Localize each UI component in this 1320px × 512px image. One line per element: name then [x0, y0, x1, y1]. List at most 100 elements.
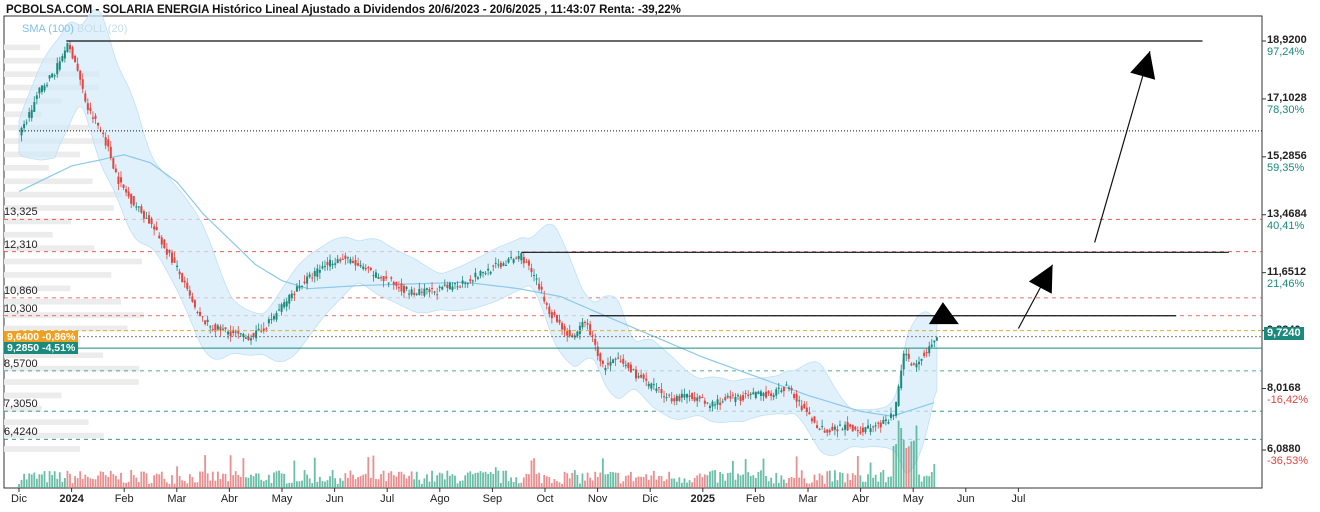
volume-bar: [556, 481, 558, 488]
volume-bar: [573, 470, 576, 488]
volume-bar: [459, 480, 461, 488]
volume-bar: [127, 481, 130, 488]
volume-bar: [622, 481, 625, 488]
candles: [20, 40, 938, 438]
volume-bar: [505, 470, 507, 488]
volume-bar: [548, 477, 551, 488]
candle-body: [872, 426, 875, 428]
volume-bar: [104, 475, 107, 488]
profile-bar: [4, 191, 123, 198]
volume-bar: [489, 471, 492, 488]
candle-body: [352, 261, 355, 263]
volume-bar: [663, 481, 665, 488]
candle-body: [372, 275, 375, 277]
volume-bar: [344, 473, 347, 488]
volume-bar: [742, 474, 744, 488]
candle-body: [265, 328, 268, 330]
candle-body: [736, 395, 739, 397]
candle-body: [461, 280, 464, 284]
candle-body: [308, 274, 311, 277]
candle-body: [395, 281, 398, 286]
candle-body: [155, 226, 158, 231]
volume-bar: [153, 475, 156, 488]
volume-bar: [438, 472, 441, 488]
volume-bar: [540, 483, 543, 488]
volume-bar: [334, 478, 337, 488]
candle-body: [675, 395, 678, 402]
candle-body: [517, 256, 520, 259]
volume-bar: [782, 479, 785, 488]
candle-body: [729, 396, 732, 399]
volume-bar: [397, 471, 400, 488]
volume-bar: [23, 473, 25, 488]
volume-bar: [237, 474, 240, 488]
volume-bar: [823, 483, 826, 488]
candle-body: [331, 263, 334, 266]
volume-bar: [260, 479, 263, 488]
candle-body: [237, 330, 240, 334]
candle-body: [691, 393, 694, 399]
volume-bar: [433, 481, 436, 488]
candle-body: [227, 331, 230, 335]
volume-bar: [693, 477, 696, 488]
candle-body: [787, 387, 790, 389]
candle-body: [586, 323, 589, 325]
candle-body: [856, 429, 859, 432]
candle-body: [882, 420, 885, 424]
candle-body: [522, 256, 525, 264]
volume-bar: [20, 479, 23, 488]
volume-bar: [137, 482, 140, 488]
volume-bar: [400, 471, 403, 488]
candle-body: [915, 363, 918, 368]
volume-bar: [777, 482, 780, 488]
volume-bar: [446, 470, 449, 488]
volume-bar: [895, 444, 897, 488]
candle-body: [405, 286, 408, 289]
candle-body: [323, 266, 326, 268]
candle-body: [561, 322, 564, 330]
volume-bar: [214, 480, 217, 488]
volume-bar: [869, 462, 872, 488]
volume-bar: [99, 471, 102, 488]
volume-bar: [887, 476, 890, 488]
profile-bar: [4, 405, 42, 412]
volume-bar: [637, 476, 640, 488]
candle-body: [206, 319, 209, 322]
volume-bar: [724, 480, 727, 488]
volume-bar: [902, 439, 905, 488]
volume-bar: [252, 476, 255, 488]
volume-bar: [201, 471, 204, 488]
volume-bar: [862, 481, 864, 488]
volume-bar: [484, 471, 487, 488]
volume-bar: [125, 482, 127, 488]
candle-body: [558, 319, 561, 323]
candle-body: [163, 239, 166, 248]
candle-body: [759, 391, 762, 396]
volume-bar: [752, 475, 755, 488]
candle-body: [726, 395, 729, 398]
candle-body: [897, 386, 900, 406]
volume-bar: [461, 480, 464, 488]
volume-bar: [581, 473, 584, 488]
candle-body: [51, 73, 54, 78]
candle-body: [770, 393, 773, 397]
volume-bar: [900, 427, 903, 488]
candle-body: [640, 374, 643, 378]
candle-body: [68, 44, 71, 50]
x-axis-label: 2024: [59, 493, 84, 505]
volume-bar: [652, 470, 655, 488]
x-axis-label: 2025: [690, 493, 716, 505]
volume-bar: [907, 446, 910, 488]
candle-body: [836, 429, 839, 432]
right-pct-label: 40,41%: [1267, 219, 1305, 232]
volume-bar: [76, 478, 79, 488]
volume-bar: [283, 473, 286, 488]
candle-body: [864, 427, 867, 433]
candle-body: [474, 272, 477, 278]
candle-body: [650, 383, 653, 389]
volume-bar: [367, 457, 370, 488]
candle-body: [160, 237, 163, 245]
candle-body: [499, 262, 502, 268]
right-pct-label: 97,24%: [1267, 46, 1305, 58]
